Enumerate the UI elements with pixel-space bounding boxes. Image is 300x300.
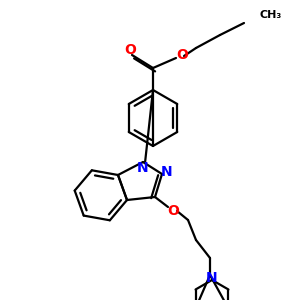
- Text: N: N: [161, 165, 173, 179]
- Text: O: O: [124, 43, 136, 57]
- Text: O: O: [167, 204, 179, 218]
- Text: O: O: [176, 48, 188, 62]
- Text: N: N: [137, 161, 149, 175]
- Text: N: N: [206, 271, 218, 285]
- Text: CH₃: CH₃: [260, 10, 282, 20]
